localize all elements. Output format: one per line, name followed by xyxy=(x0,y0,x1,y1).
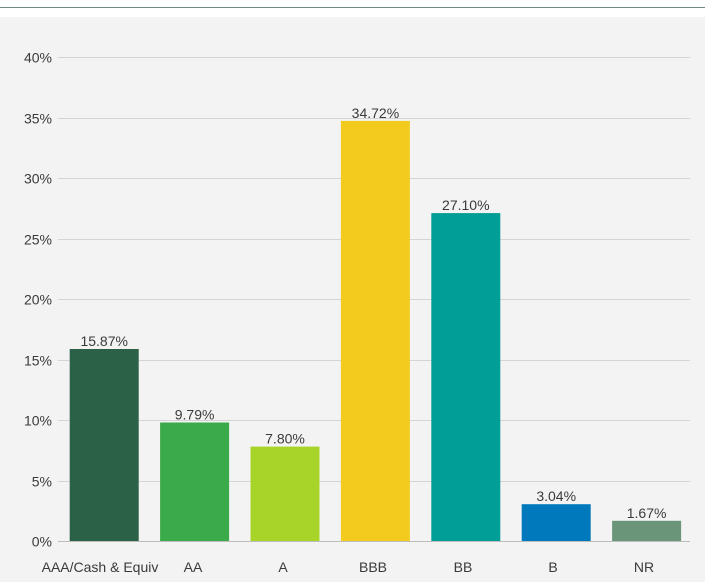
x-tick-label: BB xyxy=(454,559,473,575)
bar xyxy=(431,213,501,541)
data-label: 7.80% xyxy=(265,431,305,447)
data-label: 27.10% xyxy=(442,197,489,213)
data-labels: 15.87% 9.79% 7.80% 34.72% 27.10% 3.04% 1.67% xyxy=(80,105,666,521)
y-tick-label: 15% xyxy=(24,353,52,369)
bar xyxy=(521,504,591,541)
data-label: 1.67% xyxy=(627,505,667,521)
data-label: 3.04% xyxy=(536,488,576,504)
x-tick-label: A xyxy=(278,559,288,575)
bar xyxy=(69,349,139,541)
y-axis-tick-labels: 0% 5% 10% 15% 20% 25% 30% 35% 40% xyxy=(24,50,52,550)
x-tick-label: AAA/Cash & Equiv xyxy=(42,559,159,575)
data-label: 9.79% xyxy=(175,407,215,423)
x-tick-label: BBB xyxy=(359,559,387,575)
bar xyxy=(612,520,682,541)
bar xyxy=(160,422,230,541)
top-divider xyxy=(0,7,705,8)
bar xyxy=(340,120,410,542)
y-tick-label: 25% xyxy=(24,232,52,248)
y-tick-label: 20% xyxy=(24,292,52,308)
bar xyxy=(250,446,320,541)
bars xyxy=(69,120,682,542)
y-tick-label: 30% xyxy=(24,171,52,187)
data-label: 15.87% xyxy=(80,333,127,349)
x-axis-category-labels: AAA/Cash & Equiv AA A BBB BB B NR xyxy=(42,559,654,575)
x-tick-label: AA xyxy=(184,559,203,575)
data-label: 34.72% xyxy=(352,105,399,121)
x-tick-label: B xyxy=(548,559,557,575)
y-tick-label: 35% xyxy=(24,111,52,127)
y-tick-label: 40% xyxy=(24,50,52,66)
y-tick-label: 5% xyxy=(32,474,52,490)
y-tick-label: 0% xyxy=(32,534,52,550)
y-tick-label: 10% xyxy=(24,413,52,429)
x-tick-label: NR xyxy=(634,559,654,575)
